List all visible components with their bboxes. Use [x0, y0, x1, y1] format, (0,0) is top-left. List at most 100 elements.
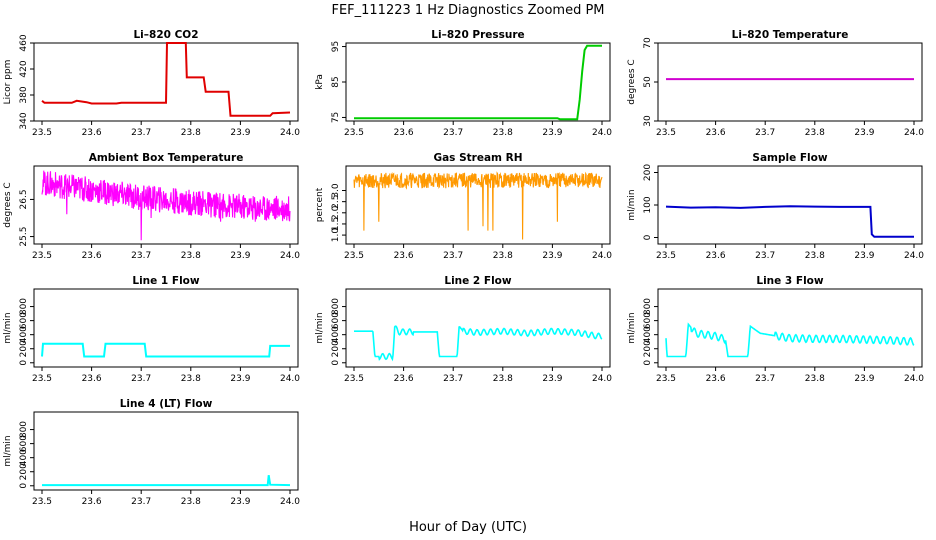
panel-title: Li–820 Pressure — [431, 29, 524, 41]
series-line — [353, 171, 603, 240]
x-tick-label: 23.9 — [542, 374, 562, 384]
x-tick-label: 23.6 — [394, 251, 414, 261]
y-tick-label: 95 — [331, 41, 341, 52]
y-tick-label: 70 — [643, 37, 653, 49]
x-tick-label: 24.0 — [280, 497, 300, 507]
y-axis-label: ml/min — [315, 312, 325, 343]
x-tick-label: 23.7 — [755, 374, 775, 384]
x-tick-label: 23.9 — [230, 251, 250, 261]
panel-title: Line 1 Flow — [132, 275, 199, 287]
x-tick-label: 23.5 — [344, 374, 364, 384]
x-tick-label: 23.5 — [32, 128, 52, 138]
x-tick-label: 23.8 — [181, 497, 201, 507]
x-tick-label: 23.8 — [493, 374, 513, 384]
x-tick-label: 23.5 — [656, 251, 676, 261]
y-tick-label: 25.5 — [19, 227, 29, 247]
y-tick-label: 400 — [19, 326, 29, 343]
x-tick-label: 23.5 — [656, 128, 676, 138]
y-tick-label: 0 — [331, 360, 341, 366]
x-tick-label: 23.8 — [181, 374, 201, 384]
plot-frame — [345, 42, 611, 122]
x-tick-label: 23.6 — [82, 251, 102, 261]
panel-title: Ambient Box Temperature — [89, 152, 244, 164]
x-tick-label: 24.0 — [280, 374, 300, 384]
y-axis-label: ml/min — [3, 435, 13, 466]
y-tick-label: 600 — [331, 312, 341, 329]
series-line — [41, 170, 291, 241]
x-tick-label: 23.5 — [32, 374, 52, 384]
x-tick-label: 23.8 — [493, 128, 513, 138]
x-axis-label: Hour of Day (UTC) — [409, 520, 527, 535]
y-tick-label: 2.5 — [331, 194, 341, 208]
x-tick-label: 24.0 — [904, 128, 924, 138]
y-tick-label: 50 — [643, 76, 653, 88]
chart-panel: Gas Stream RH percent 1.01.52.02.53.0 23.5 2… — [315, 152, 612, 261]
chart-panel: Li–820 Temperature degrees C 30 50 70 23.5 23.… — [627, 29, 924, 138]
y-axis-label: kPa — [315, 74, 325, 90]
x-tick-label: 23.6 — [82, 497, 102, 507]
x-tick-label: 23.9 — [854, 374, 874, 384]
plot-frame — [657, 42, 923, 122]
plot-frame — [345, 288, 611, 368]
plot-frame — [657, 165, 923, 245]
x-tick-label: 23.7 — [443, 251, 463, 261]
x-tick-label: 23.8 — [805, 128, 825, 138]
x-tick-label: 23.8 — [181, 128, 201, 138]
y-tick-label: 1.5 — [331, 217, 341, 231]
y-tick-label: 1.0 — [331, 228, 341, 243]
x-tick-label: 23.7 — [131, 374, 151, 384]
y-axis-label: degrees C — [627, 59, 637, 104]
panel-title: Line 3 Flow — [756, 275, 823, 287]
plot-frame — [33, 411, 299, 491]
y-tick-label: 400 — [19, 449, 29, 466]
x-tick-label: 23.5 — [344, 251, 364, 261]
series-line — [665, 205, 914, 238]
y-axis-label: ml/min — [627, 312, 637, 343]
plot-frame — [345, 165, 611, 245]
x-tick-label: 23.7 — [755, 128, 775, 138]
y-tick-label: 30 — [643, 115, 653, 127]
x-tick-label: 23.7 — [443, 128, 463, 138]
y-tick-label: 600 — [19, 435, 29, 452]
x-tick-label: 23.5 — [32, 251, 52, 261]
panel-title: Line 2 Flow — [444, 275, 511, 287]
y-tick-label: 100 — [643, 196, 653, 213]
panel-grid: Li–820 CO2 Licor ppm 340 380 420 460 23.5 23.6 2… — [3, 29, 924, 507]
x-tick-label: 23.7 — [131, 251, 151, 261]
x-tick-label: 24.0 — [592, 128, 612, 138]
plot-frame — [33, 165, 299, 245]
y-tick-label: 0 — [643, 234, 653, 240]
panel-title: Line 4 (LT) Flow — [120, 398, 213, 410]
x-tick-label: 23.7 — [131, 497, 151, 507]
y-tick-label: 600 — [19, 312, 29, 329]
y-axis-label: ml/min — [3, 312, 13, 343]
y-tick-label: 340 — [19, 112, 29, 129]
y-tick-label: 85 — [331, 76, 341, 87]
figure-title: FEF_111223 1 Hz Diagnostics Zoomed PM — [331, 3, 604, 18]
chart-panel: Li–820 CO2 Licor ppm 340 380 420 460 23.5 23.6 2… — [3, 29, 300, 138]
y-axis-label: degrees C — [3, 182, 13, 227]
x-tick-label: 23.9 — [542, 128, 562, 138]
x-tick-label: 23.6 — [394, 374, 414, 384]
panel-title: Li–820 Temperature — [732, 29, 849, 41]
y-tick-label: 200 — [643, 340, 653, 357]
x-tick-label: 24.0 — [904, 251, 924, 261]
plot-frame — [33, 288, 299, 368]
x-tick-label: 23.9 — [542, 251, 562, 261]
x-tick-label: 23.8 — [805, 374, 825, 384]
panel-title: Sample Flow — [752, 152, 827, 164]
y-tick-label: 420 — [19, 60, 29, 77]
y-tick-label: 380 — [19, 86, 29, 103]
x-tick-label: 24.0 — [280, 128, 300, 138]
x-tick-label: 23.9 — [230, 128, 250, 138]
y-tick-label: 800 — [643, 298, 653, 315]
x-tick-label: 23.7 — [755, 251, 775, 261]
y-tick-label: 400 — [643, 326, 653, 343]
x-tick-label: 23.6 — [706, 374, 726, 384]
y-axis-label: percent — [315, 187, 325, 222]
